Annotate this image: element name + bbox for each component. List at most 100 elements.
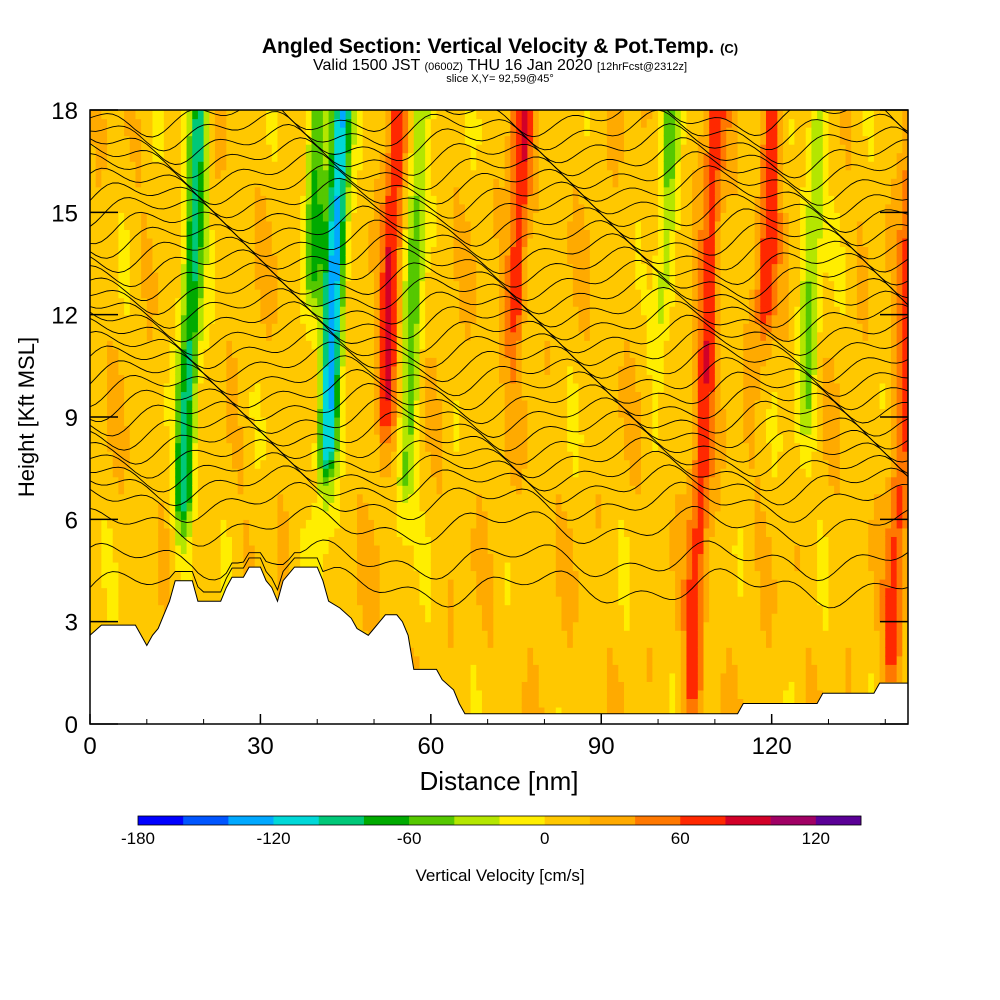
velocity-cell	[385, 246, 392, 256]
velocity-cell	[203, 144, 210, 154]
velocity-cell	[169, 417, 176, 427]
velocity-cell	[408, 510, 415, 520]
velocity-cell	[95, 476, 102, 486]
velocity-cell	[175, 212, 182, 222]
velocity-cell	[135, 212, 142, 222]
velocity-cell	[391, 331, 398, 341]
velocity-cell	[135, 306, 142, 316]
title-block: Angled Section: Vertical Velocity & Pot.…	[0, 36, 1000, 85]
velocity-cell	[112, 306, 120, 316]
velocity-cell	[209, 280, 216, 290]
velocity-cell	[425, 493, 432, 503]
velocity-cell	[135, 152, 142, 162]
velocity-cell	[430, 280, 438, 290]
velocity-cell	[146, 127, 154, 137]
velocity-cell	[237, 297, 244, 307]
velocity-cell	[300, 365, 307, 375]
velocity-cell	[459, 664, 466, 674]
velocity-cell	[430, 382, 438, 393]
velocity-cell	[430, 604, 438, 614]
velocity-cell	[135, 408, 142, 418]
velocity-cell	[158, 229, 165, 239]
velocity-cell	[129, 127, 137, 137]
velocity-cell	[192, 434, 199, 444]
velocity-cell	[317, 203, 324, 213]
velocity-cell	[271, 246, 279, 256]
velocity-cell	[232, 417, 239, 427]
velocity-cell	[345, 510, 352, 520]
velocity-cell	[379, 476, 386, 486]
velocity-cell	[430, 664, 438, 674]
velocity-cell	[385, 493, 392, 503]
velocity-cell	[152, 280, 159, 290]
velocity-cell	[175, 306, 182, 316]
velocity-cell	[232, 536, 239, 546]
velocity-cell	[408, 178, 415, 188]
velocity-cell	[374, 237, 381, 248]
velocity-cell	[112, 451, 120, 461]
velocity-cell	[385, 229, 392, 239]
velocity-cell	[129, 399, 137, 410]
velocity-cell	[237, 570, 244, 580]
velocity-cell	[436, 544, 443, 555]
velocity-cell	[112, 408, 120, 418]
velocity-cell	[334, 536, 341, 546]
velocity-cell	[232, 502, 239, 512]
velocity-cell	[476, 203, 483, 213]
velocity-cell	[362, 280, 369, 290]
velocity-cell	[385, 570, 392, 580]
velocity-cell	[101, 195, 108, 205]
velocity-cell	[90, 553, 97, 563]
velocity-cell	[243, 502, 250, 512]
velocity-cell	[396, 314, 404, 324]
velocity-cell	[322, 459, 330, 469]
velocity-cell	[152, 340, 159, 350]
velocity-cell	[226, 272, 233, 282]
velocity-cell	[124, 544, 131, 555]
velocity-cell	[362, 596, 369, 606]
velocity-cell	[146, 536, 154, 546]
velocity-cell	[90, 442, 97, 452]
velocity-cell	[413, 127, 421, 137]
velocity-cell	[180, 169, 188, 179]
velocity-cell	[288, 527, 296, 537]
velocity-cell	[413, 544, 421, 555]
velocity-cell	[345, 579, 352, 589]
velocity-cell	[368, 340, 375, 350]
velocity-cell	[243, 118, 250, 128]
velocity-cell	[101, 485, 108, 495]
velocity-cell	[220, 263, 227, 273]
velocity-cell	[430, 476, 438, 486]
velocity-cell	[175, 237, 182, 248]
velocity-cell	[442, 237, 449, 248]
velocity-cell	[470, 698, 477, 708]
velocity-cell	[385, 510, 392, 520]
velocity-cell	[243, 510, 250, 520]
velocity-cell	[129, 254, 137, 265]
velocity-cell	[283, 340, 290, 350]
velocity-cell	[118, 314, 125, 324]
velocity-cell	[152, 169, 159, 179]
velocity-cell	[419, 630, 426, 640]
velocity-cell	[447, 280, 455, 290]
velocity-cell	[260, 306, 267, 316]
velocity-cell	[436, 348, 443, 358]
velocity-cell	[186, 161, 193, 171]
velocity-cell	[436, 152, 443, 162]
velocity-cell	[243, 391, 250, 401]
velocity-cell	[408, 348, 415, 358]
velocity-cell	[305, 519, 313, 529]
velocity-cell	[129, 169, 137, 179]
velocity-cell	[152, 621, 159, 631]
velocity-cell	[260, 365, 267, 375]
velocity-cell	[220, 348, 227, 358]
velocity-cell	[203, 399, 210, 410]
velocity-cell	[175, 493, 182, 503]
velocity-cell	[243, 485, 250, 495]
velocity-cell	[118, 118, 125, 128]
velocity-cell	[90, 596, 97, 606]
velocity-cell	[186, 323, 193, 333]
velocity-cell	[271, 186, 279, 196]
velocity-cell	[408, 297, 415, 307]
velocity-cell	[107, 399, 114, 410]
